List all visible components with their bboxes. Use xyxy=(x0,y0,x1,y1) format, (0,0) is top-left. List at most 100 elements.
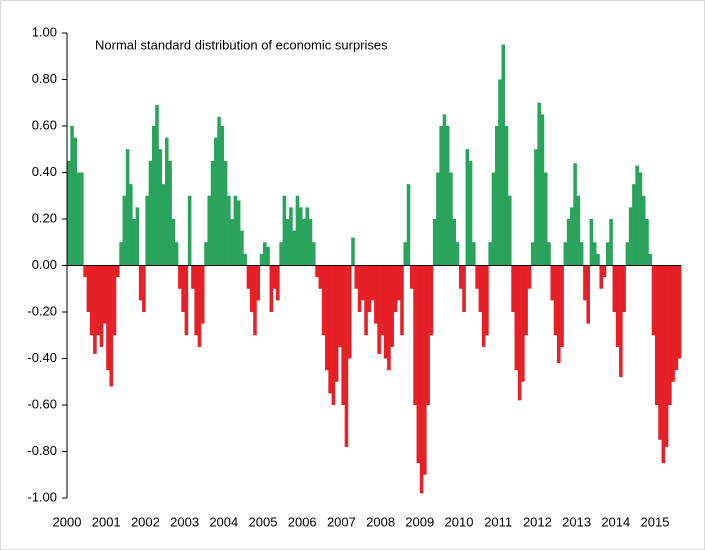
bar xyxy=(521,265,525,382)
bar xyxy=(308,219,313,266)
x-tick-label: 2006 xyxy=(288,514,317,529)
bar xyxy=(619,265,623,378)
bar xyxy=(263,242,267,266)
bar xyxy=(664,265,669,447)
bar xyxy=(517,265,522,401)
bar xyxy=(586,265,590,324)
bar xyxy=(459,265,463,289)
bar xyxy=(413,265,417,405)
bar xyxy=(655,265,659,405)
bar xyxy=(109,265,114,387)
bar xyxy=(635,165,639,266)
bar xyxy=(573,163,577,266)
bar xyxy=(328,265,332,394)
bar xyxy=(253,265,257,336)
bar xyxy=(292,230,296,266)
bar xyxy=(475,265,479,289)
y-tick-label: -0.60 xyxy=(27,396,57,411)
x-tick-label: 2009 xyxy=(405,514,434,529)
bar xyxy=(243,253,247,266)
bar xyxy=(361,265,365,301)
bar xyxy=(429,265,434,336)
bar xyxy=(472,242,476,266)
bar xyxy=(511,265,515,312)
bar xyxy=(125,149,130,266)
bar xyxy=(481,265,486,347)
bar xyxy=(599,265,604,289)
bar xyxy=(648,253,653,266)
chart-title: Normal standard distribution of economic… xyxy=(95,37,388,52)
bar xyxy=(380,265,385,336)
bar xyxy=(73,137,78,266)
x-tick-label: 2001 xyxy=(92,514,121,529)
y-tick-label: 1.00 xyxy=(32,24,57,39)
bar xyxy=(148,160,153,266)
bar xyxy=(312,242,316,266)
bar xyxy=(80,172,84,266)
bar xyxy=(76,172,81,266)
bar xyxy=(276,265,280,301)
bar xyxy=(396,265,401,301)
bar xyxy=(347,265,352,359)
bar xyxy=(661,265,666,464)
bar xyxy=(165,137,169,266)
bar xyxy=(527,265,532,289)
bar xyxy=(478,265,483,312)
bar xyxy=(455,242,460,266)
bar xyxy=(651,265,656,336)
bar xyxy=(442,114,447,266)
bar xyxy=(491,172,496,266)
bar xyxy=(641,195,646,266)
bar xyxy=(583,265,587,301)
bar xyxy=(279,242,283,266)
x-tick-label: 2013 xyxy=(562,514,591,529)
y-tick-label: -0.20 xyxy=(27,303,57,318)
bar xyxy=(217,116,221,266)
bar xyxy=(236,200,241,266)
bar xyxy=(151,126,156,266)
bar xyxy=(468,160,473,266)
x-tick-label: 2007 xyxy=(327,514,356,529)
bar xyxy=(295,195,300,266)
bar xyxy=(240,230,244,266)
bar xyxy=(436,172,440,266)
bar xyxy=(488,242,492,266)
bar xyxy=(249,265,254,312)
bar xyxy=(566,219,571,266)
bar xyxy=(67,160,71,266)
bar xyxy=(540,114,545,266)
bar xyxy=(106,265,110,371)
bar xyxy=(344,265,349,447)
bar xyxy=(553,265,558,336)
bar xyxy=(674,265,679,371)
bar xyxy=(214,137,218,266)
bar xyxy=(576,195,581,266)
bar xyxy=(168,160,172,266)
bar xyxy=(628,207,633,266)
bar xyxy=(145,195,149,266)
bar xyxy=(498,79,502,266)
bar xyxy=(534,149,538,266)
bar xyxy=(374,265,378,324)
bar xyxy=(194,265,198,336)
bar xyxy=(485,265,489,336)
bar xyxy=(272,265,277,289)
bar xyxy=(393,265,398,312)
bar xyxy=(191,265,195,289)
bar xyxy=(269,265,274,312)
bar xyxy=(197,265,202,347)
bar xyxy=(508,195,512,266)
x-tick-label: 2011 xyxy=(484,514,512,529)
bar xyxy=(230,219,234,266)
x-tick-label: 2005 xyxy=(249,514,278,529)
bar xyxy=(403,242,408,266)
bar xyxy=(579,242,584,266)
bar xyxy=(256,265,261,301)
x-tick-label: 2014 xyxy=(601,514,630,529)
bar xyxy=(89,265,94,336)
x-tick-label: 2000 xyxy=(53,514,82,529)
bar xyxy=(318,265,323,289)
bar xyxy=(233,195,238,266)
bar xyxy=(612,265,617,312)
bar xyxy=(184,265,189,336)
